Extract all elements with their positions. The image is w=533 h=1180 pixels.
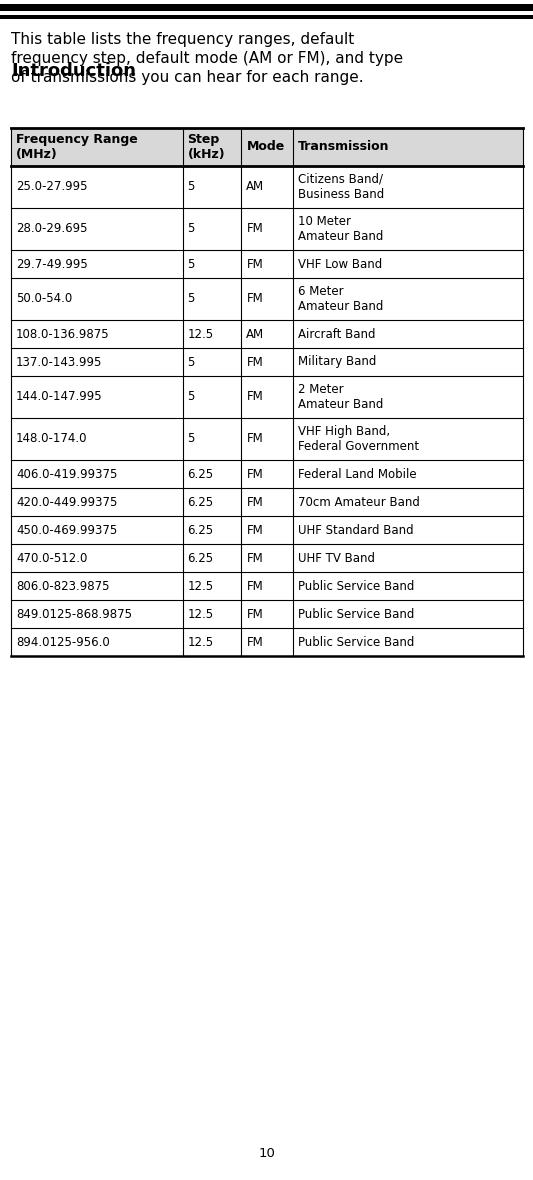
- Text: FM: FM: [246, 496, 263, 509]
- Text: 5: 5: [188, 355, 195, 368]
- Bar: [11, 127, 523, 166]
- Text: 144.0-147.995: 144.0-147.995: [16, 391, 103, 404]
- Text: 70cm Amateur Band: 70cm Amateur Band: [297, 496, 419, 509]
- Text: 12.5: 12.5: [188, 608, 214, 621]
- Text: 470.0-512.0: 470.0-512.0: [16, 551, 87, 564]
- Text: 6.25: 6.25: [188, 551, 214, 564]
- Text: Military Band: Military Band: [297, 355, 376, 368]
- Text: 5: 5: [188, 391, 195, 404]
- Text: FM: FM: [246, 223, 263, 236]
- Text: AM: AM: [246, 328, 264, 341]
- Text: FM: FM: [246, 467, 263, 480]
- Text: FM: FM: [246, 608, 263, 621]
- Text: FM: FM: [246, 579, 263, 592]
- Bar: [11, 460, 523, 489]
- Text: 12.5: 12.5: [188, 579, 214, 592]
- Text: Frequency Range
(MHz): Frequency Range (MHz): [16, 133, 138, 160]
- Bar: [11, 208, 523, 250]
- Text: 5: 5: [188, 433, 195, 446]
- Text: FM: FM: [246, 355, 263, 368]
- Text: AM: AM: [246, 181, 264, 194]
- Text: 6.25: 6.25: [188, 496, 214, 509]
- Text: VHF Low Band: VHF Low Band: [297, 257, 382, 270]
- Text: Introduction: Introduction: [11, 63, 136, 80]
- Text: 849.0125-868.9875: 849.0125-868.9875: [16, 608, 132, 621]
- Bar: [11, 599, 523, 628]
- Text: 450.0-469.99375: 450.0-469.99375: [16, 524, 117, 537]
- Text: Transmission: Transmission: [297, 140, 389, 153]
- Bar: [11, 544, 523, 572]
- Text: 50.0-54.0: 50.0-54.0: [16, 293, 72, 306]
- Text: 10 Meter
Amateur Band: 10 Meter Amateur Band: [297, 215, 383, 243]
- Bar: [11, 320, 523, 348]
- Text: FM: FM: [246, 524, 263, 537]
- Text: This table lists the frequency ranges, default
frequency step, default mode (AM : This table lists the frequency ranges, d…: [11, 32, 403, 85]
- Text: VHF High Band,
Federal Government: VHF High Band, Federal Government: [297, 425, 419, 453]
- Text: Public Service Band: Public Service Band: [297, 579, 414, 592]
- Text: 406.0-419.99375: 406.0-419.99375: [16, 467, 117, 480]
- Bar: [0, 15, 533, 19]
- Text: 6 Meter
Amateur Band: 6 Meter Amateur Band: [297, 284, 383, 313]
- Text: 806.0-823.9875: 806.0-823.9875: [16, 579, 109, 592]
- Bar: [11, 250, 523, 278]
- Text: 6.25: 6.25: [188, 467, 214, 480]
- Text: FM: FM: [246, 391, 263, 404]
- Text: UHF Standard Band: UHF Standard Band: [297, 524, 413, 537]
- Text: Public Service Band: Public Service Band: [297, 608, 414, 621]
- Bar: [0, 4, 533, 11]
- Bar: [11, 516, 523, 544]
- Text: 5: 5: [188, 223, 195, 236]
- Text: 2 Meter
Amateur Band: 2 Meter Amateur Band: [297, 382, 383, 412]
- Bar: [11, 166, 523, 208]
- Bar: [11, 628, 523, 656]
- Text: 12.5: 12.5: [188, 636, 214, 649]
- Text: FM: FM: [246, 551, 263, 564]
- Text: 28.0-29.695: 28.0-29.695: [16, 223, 87, 236]
- Text: 5: 5: [188, 293, 195, 306]
- Text: 6.25: 6.25: [188, 524, 214, 537]
- Bar: [11, 418, 523, 460]
- Text: 420.0-449.99375: 420.0-449.99375: [16, 496, 117, 509]
- Bar: [11, 376, 523, 418]
- Text: 5: 5: [188, 181, 195, 194]
- Bar: [11, 278, 523, 320]
- Text: 29.7-49.995: 29.7-49.995: [16, 257, 88, 270]
- Text: Mode: Mode: [246, 140, 285, 153]
- Text: Step
(kHz): Step (kHz): [188, 133, 225, 160]
- Text: Federal Land Mobile: Federal Land Mobile: [297, 467, 416, 480]
- Bar: [11, 489, 523, 516]
- Text: FM: FM: [246, 433, 263, 446]
- Text: 894.0125-956.0: 894.0125-956.0: [16, 636, 110, 649]
- Text: Citizens Band/
Business Band: Citizens Band/ Business Band: [297, 172, 384, 202]
- Bar: [11, 348, 523, 376]
- Text: Aircraft Band: Aircraft Band: [297, 328, 375, 341]
- Text: 10: 10: [258, 1147, 275, 1160]
- Text: 137.0-143.995: 137.0-143.995: [16, 355, 102, 368]
- Text: 5: 5: [188, 257, 195, 270]
- Text: FM: FM: [246, 636, 263, 649]
- Bar: [11, 572, 523, 599]
- Text: UHF TV Band: UHF TV Band: [297, 551, 375, 564]
- Text: Public Service Band: Public Service Band: [297, 636, 414, 649]
- Text: FM: FM: [246, 257, 263, 270]
- Text: 12.5: 12.5: [188, 328, 214, 341]
- Text: 108.0-136.9875: 108.0-136.9875: [16, 328, 110, 341]
- Text: 25.0-27.995: 25.0-27.995: [16, 181, 87, 194]
- Text: 148.0-174.0: 148.0-174.0: [16, 433, 87, 446]
- Text: FM: FM: [246, 293, 263, 306]
